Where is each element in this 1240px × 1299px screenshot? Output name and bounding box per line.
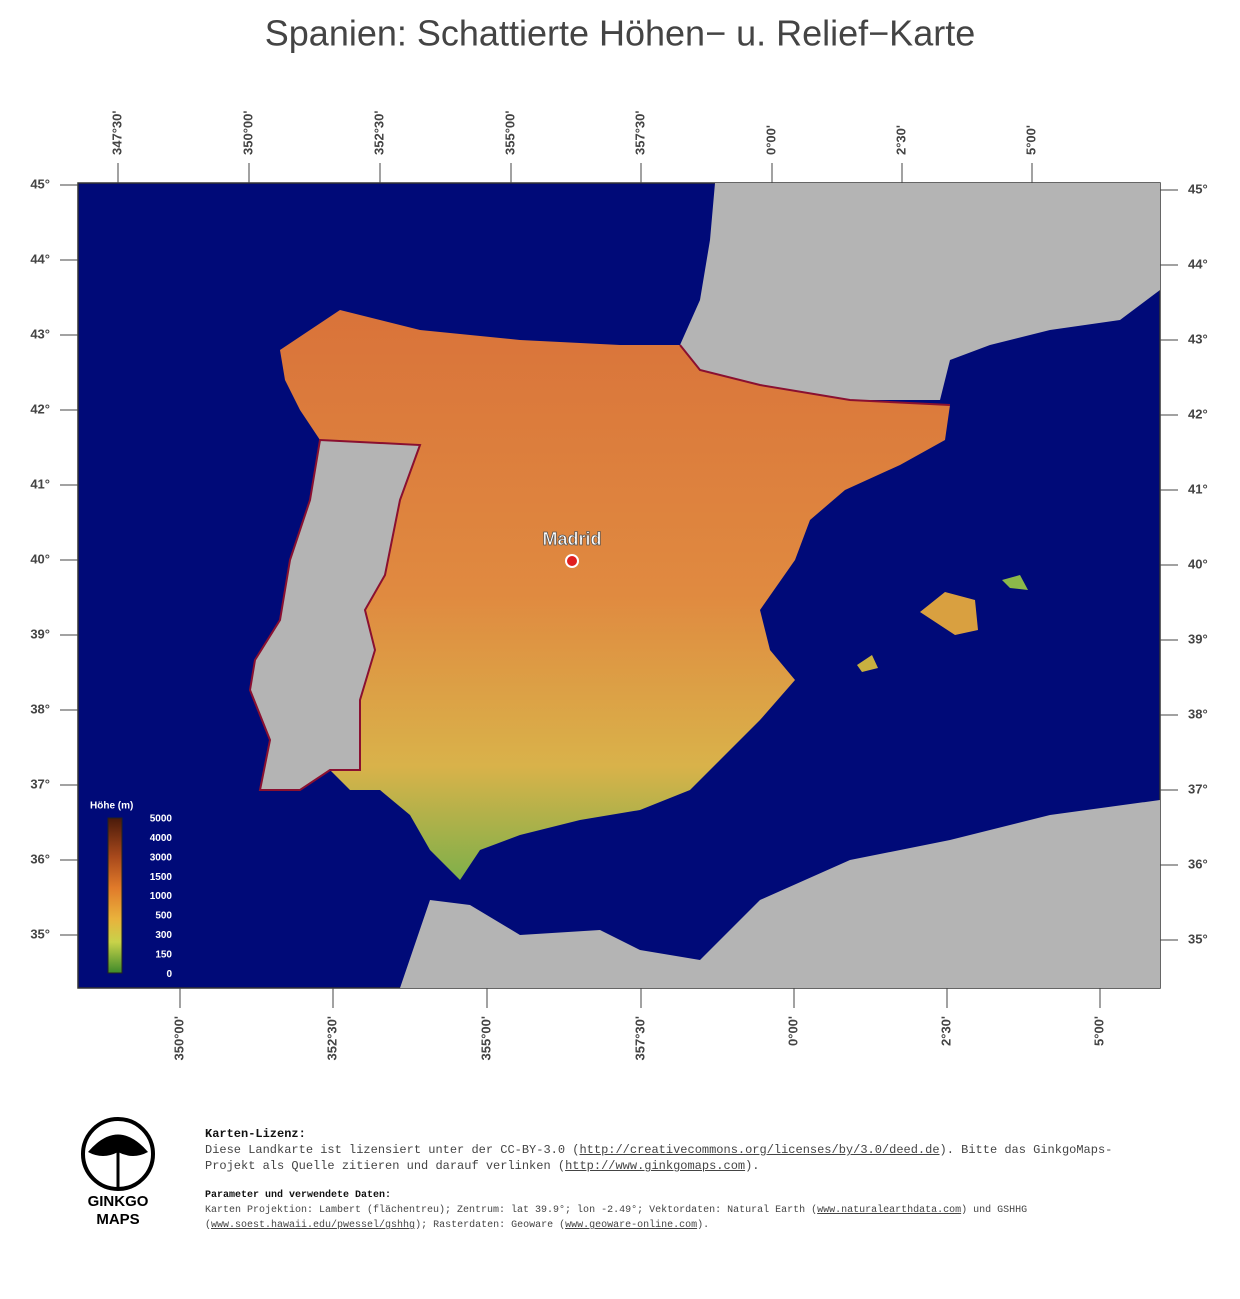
lon-label: 357°30' <box>632 1016 647 1060</box>
lat-label: 43° <box>30 326 50 341</box>
text: ). <box>745 1159 760 1173</box>
legend-value: 300 <box>155 930 172 941</box>
lon-label: 352°30' <box>324 1016 339 1060</box>
lon-label: 2°30' <box>893 125 908 155</box>
lon-label: 355°00' <box>478 1016 493 1060</box>
legend-value: 1000 <box>150 891 173 902</box>
lat-label: 41° <box>1188 481 1208 496</box>
menorca <box>1002 575 1028 590</box>
lon-label: 5°00' <box>1023 125 1038 155</box>
lat-label: 37° <box>1188 781 1208 796</box>
city-marker <box>565 554 579 568</box>
lat-label: 44° <box>1188 256 1208 271</box>
portugal <box>248 438 422 791</box>
africa <box>400 800 1160 988</box>
legend-bar <box>107 817 123 974</box>
lat-label: 39° <box>30 626 50 641</box>
map-svg: Spanien: Schattierte Höhen− u. Relief−Ka… <box>30 13 1208 1061</box>
legend-title: Höhe (m) <box>90 801 133 812</box>
lat-label: 36° <box>30 851 50 866</box>
text: ). Bitte das GinkgoMaps-Projekt als Quel… <box>205 1143 1113 1173</box>
parameters-heading: Parameter und verwendete Daten: <box>205 1190 392 1201</box>
lon-label: 357°30' <box>632 111 647 155</box>
parameters: Parameter und verwendete Daten: Karten Pr… <box>205 1188 1125 1233</box>
lon-label: 352°30' <box>371 111 386 155</box>
lon-label: 350°00' <box>171 1016 186 1060</box>
lon-label: 2°30' <box>938 1016 953 1046</box>
legend-value: 150 <box>155 949 172 960</box>
lat-label: 45° <box>30 176 50 191</box>
link[interactable]: http://www.ginkgomaps.com <box>565 1159 746 1173</box>
link[interactable]: http://creativecommons.org/licenses/by/3… <box>579 1143 940 1157</box>
logo-text: GINKGO <box>88 1193 149 1210</box>
link[interactable]: www.soest.hawaii.edu/pwessel/gshhg <box>211 1220 416 1231</box>
lon-label: 350°00' <box>240 111 255 155</box>
lat-label: 42° <box>1188 406 1208 421</box>
lat-label: 40° <box>30 551 50 566</box>
lon-label: 0°00' <box>763 125 778 155</box>
legend-value: 3000 <box>150 852 173 863</box>
city-label: Madrid <box>542 529 601 549</box>
text: ) und GSHHG ( <box>205 1205 1028 1231</box>
legend-value: 500 <box>155 911 172 922</box>
lon-label: 355°00' <box>502 111 517 155</box>
link[interactable]: www.naturalearthdata.com <box>817 1205 962 1216</box>
license: Karten-Lizenz: Diese Landkarte ist lizens… <box>205 1126 1125 1174</box>
lat-label: 35° <box>1188 931 1208 946</box>
text: ). <box>697 1220 710 1231</box>
lat-label: 38° <box>1188 706 1208 721</box>
legend-value: 0 <box>166 969 172 980</box>
parameters-text: Karten Projektion: Lambert (flächentreu)… <box>205 1205 1027 1231</box>
france <box>680 183 1160 400</box>
license-text: Diese Landkarte ist lizensiert unter der… <box>205 1143 1112 1173</box>
lat-label: 41° <box>30 476 50 491</box>
text: Diese Landkarte ist lizensiert unter der… <box>205 1143 580 1157</box>
lat-label: 37° <box>30 776 50 791</box>
lon-label: 5°00' <box>1091 1016 1106 1046</box>
legend-value: 1500 <box>150 872 173 883</box>
license-heading: Karten-Lizenz: <box>205 1127 306 1141</box>
spain <box>250 310 950 880</box>
lat-label: 44° <box>30 251 50 266</box>
text: Karten Projektion: Lambert (flächentreu)… <box>205 1205 818 1216</box>
title: Spanien: Schattierte Höhen− u. Relief−Ka… <box>265 13 975 54</box>
lat-label: 40° <box>1188 556 1208 571</box>
link[interactable]: www.geoware-online.com <box>565 1220 698 1231</box>
text: ); Rasterdaten: Geoware ( <box>415 1220 566 1231</box>
mallorca <box>920 592 978 635</box>
lat-label: 42° <box>30 401 50 416</box>
legend-value: 5000 <box>150 814 173 825</box>
logo-text: MAPS <box>96 1211 139 1228</box>
lon-label: 0°00' <box>785 1016 800 1046</box>
lat-label: 36° <box>1188 856 1208 871</box>
lat-label: 43° <box>1188 331 1208 346</box>
lat-label: 38° <box>30 701 50 716</box>
lat-label: 45° <box>1188 181 1208 196</box>
lat-label: 39° <box>1188 631 1208 646</box>
ibiza <box>857 655 878 672</box>
border <box>679 344 951 406</box>
lon-label: 347°30' <box>109 111 124 155</box>
logo: GINKGO MAPS <box>81 1117 155 1228</box>
legend-value: 4000 <box>150 833 173 844</box>
lat-label: 35° <box>30 926 50 941</box>
